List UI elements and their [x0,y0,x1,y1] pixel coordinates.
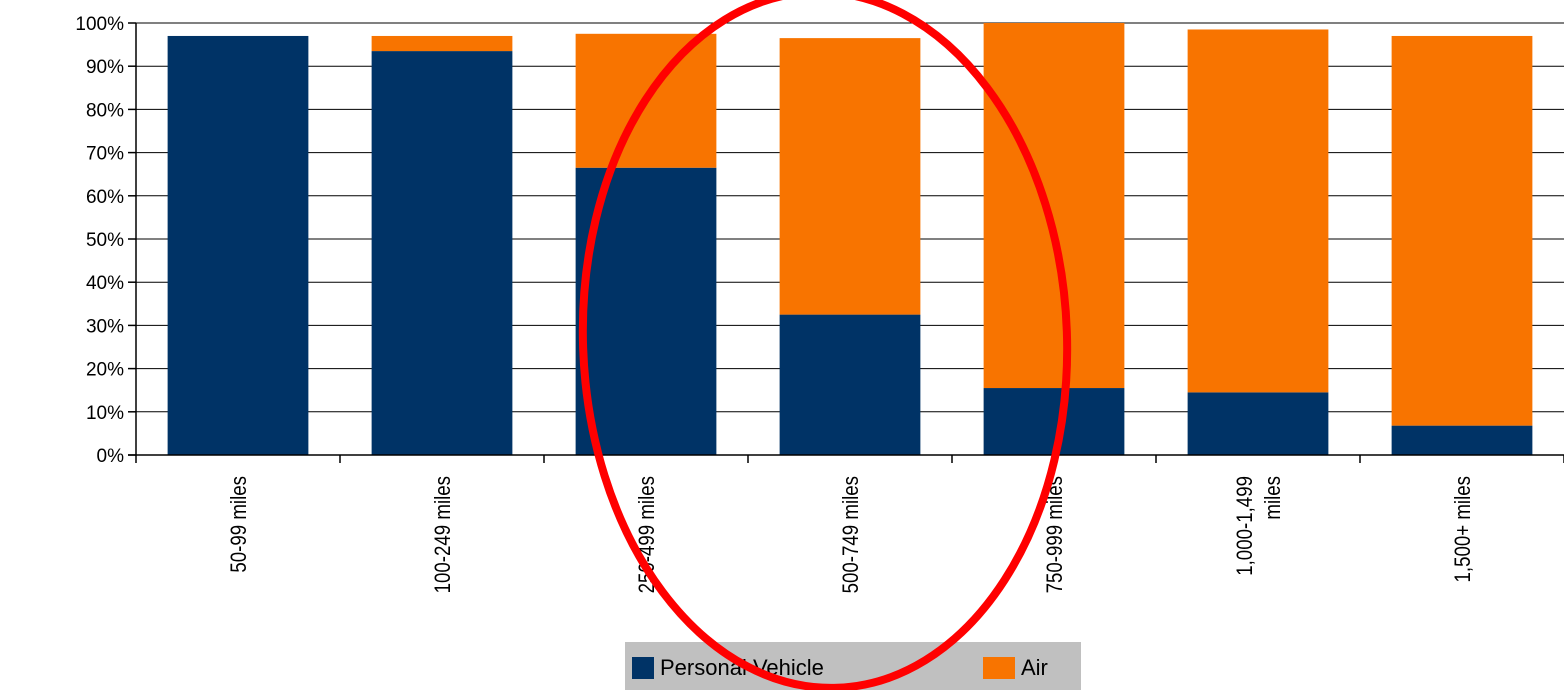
bar-personal-vehicle [779,314,921,455]
x-tick-label: 100-249 miles [432,476,456,593]
x-tick-label: 750-999 miles [1044,476,1068,593]
x-tick-label: 500-749 miles [840,476,864,593]
x-tick-label: 1,500+ miles [1452,476,1476,583]
legend: Personal Vehicle Air [625,642,1081,690]
y-tick-label: 70% [86,144,124,165]
axes [128,23,1564,463]
legend-label-air: Air [1021,655,1048,680]
x-tick-label: 50-99 miles [228,476,252,573]
highlight-ellipse [578,0,1072,690]
bar-air [779,38,921,315]
y-tick-label: 50% [86,230,124,251]
y-tick-label: 80% [86,100,124,121]
x-tick-label: miles [1262,476,1286,520]
y-tick-label: 30% [86,316,124,337]
legend-swatch-air [983,657,1015,679]
bar-personal-vehicle [1187,392,1329,455]
bars [167,23,1533,456]
x-tick-label: 1,000-1,499 [1234,476,1258,576]
y-tick-label: 20% [86,360,124,381]
bar-air [371,35,513,52]
bar-personal-vehicle [1391,425,1533,455]
bar-air [1391,35,1533,426]
bar-personal-vehicle [167,35,309,456]
legend-swatch-personal-vehicle [632,657,654,679]
y-tick-label: 100% [75,14,124,35]
y-axis-ticks: 0% 10% 20% 30% 40% 50% 60% 70% 80% 90% 100% [75,14,136,467]
bar-air [983,23,1125,389]
y-tick-label: 40% [86,273,124,294]
y-tick-label: 0% [97,446,125,467]
y-tick-label: 90% [86,57,124,78]
y-tick-label: 60% [86,187,124,208]
y-tick-label: 10% [86,403,124,424]
bar-air [1187,29,1329,393]
bar-personal-vehicle [371,51,513,456]
x-axis-labels: 50-99 miles 100-249 miles 250-499 miles 500… [228,476,1476,593]
